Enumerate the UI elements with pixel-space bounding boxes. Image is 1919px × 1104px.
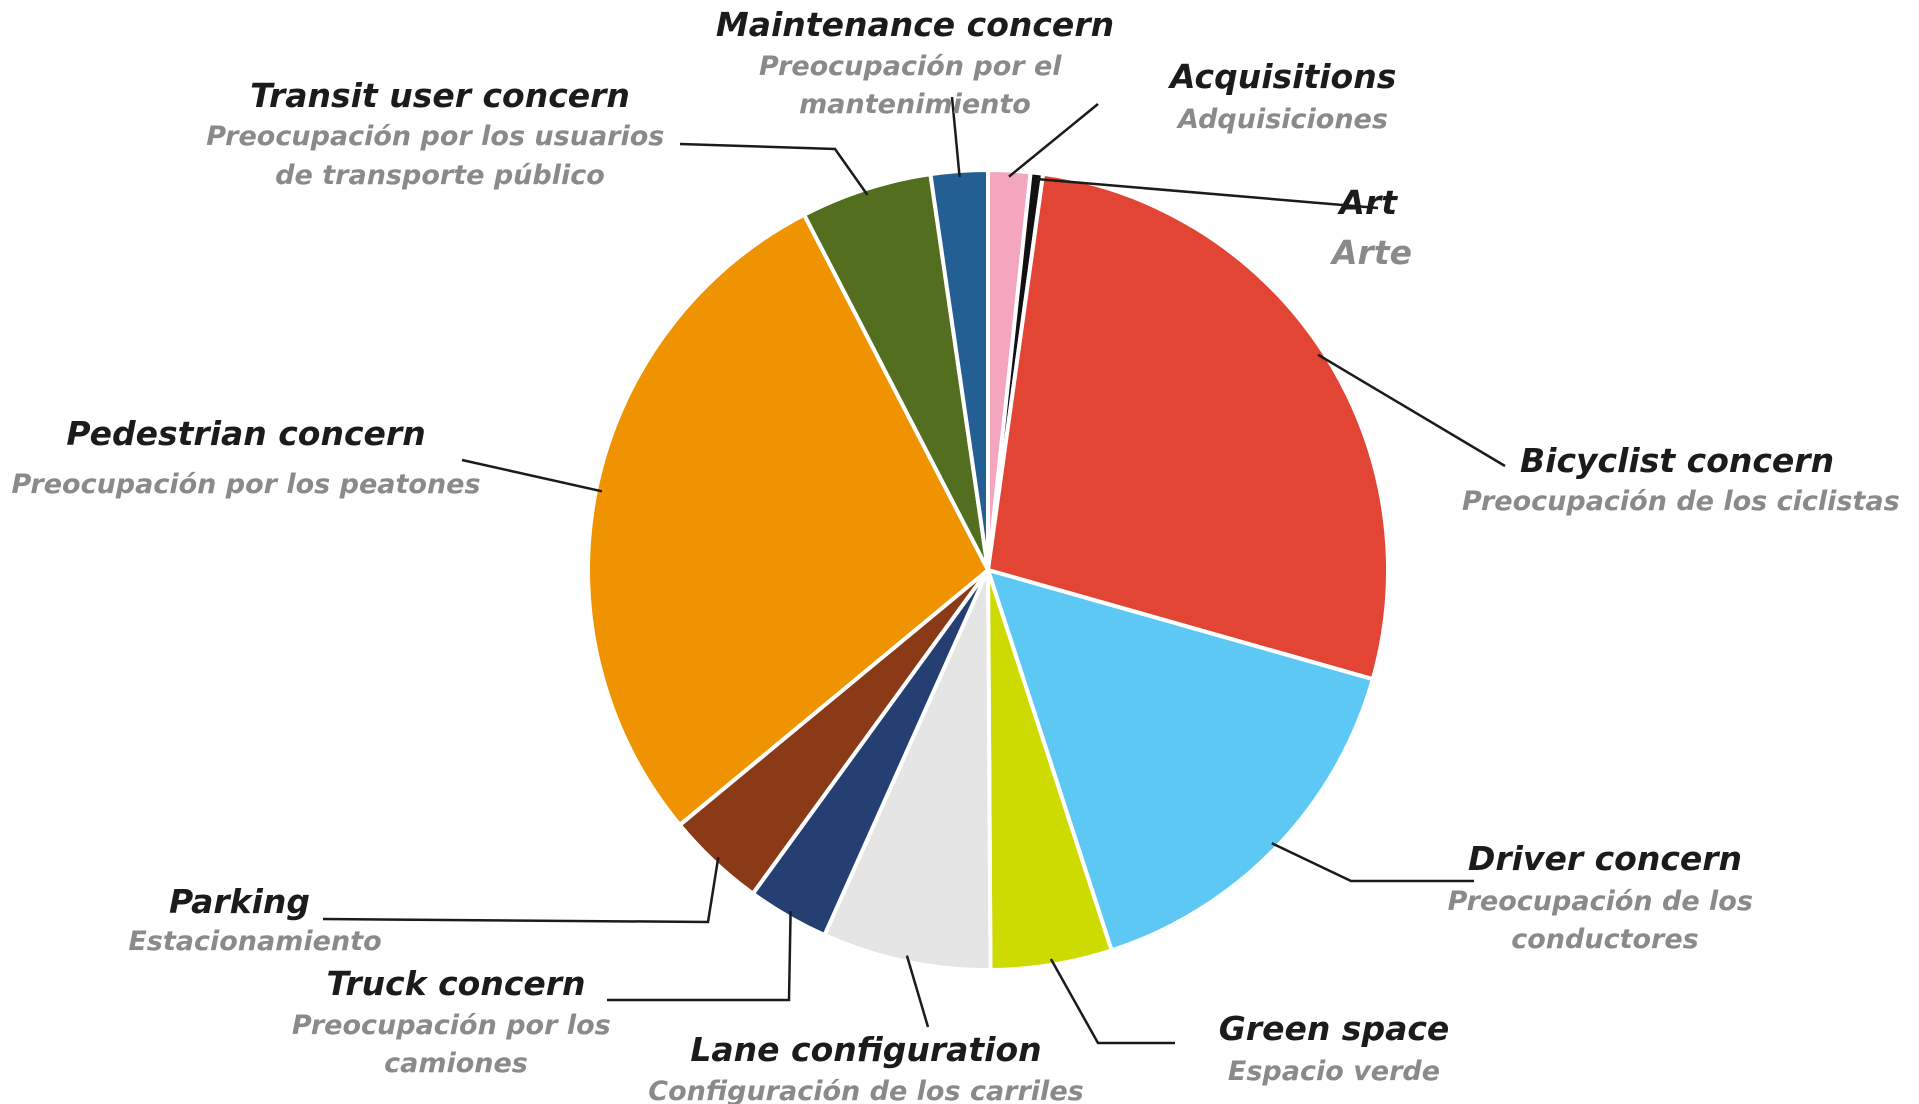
label-es-parking: Estacionamiento	[128, 926, 381, 957]
label-es-green-space: Espacio verde	[1228, 1056, 1440, 1087]
pie-slice-driver-concern	[984, 567, 1376, 953]
leader-line-pedestrian-concern	[461, 458, 603, 493]
label-bicyclist: Bicyclist concern	[1520, 441, 1834, 480]
label-es-driver: Preocupación de los conductores	[1448, 886, 1763, 955]
leader-line-truck-concern	[607, 910, 792, 1002]
pie-slices	[586, 167, 1390, 973]
label-es-bicyclist: Preocupación de los ciclistas	[1462, 486, 1900, 517]
label-art: Art	[1336, 183, 1398, 222]
leader-line-parking	[322, 857, 720, 924]
label-es-lane-configuration: Configuración de los carriles	[648, 1076, 1083, 1104]
label-green-space: Green space	[1219, 1009, 1450, 1048]
label-pedestrian: Pedestrian concern	[66, 414, 425, 453]
label-truck: Truck concern	[326, 964, 585, 1003]
label-es-art: Arte	[1329, 233, 1412, 272]
leader-line-maintenance-concern	[950, 96, 961, 178]
label-es-maintenance: Preocupación por el mantenimiento	[759, 51, 1071, 120]
label-es-acquisitions: Adquisiciones	[1176, 104, 1388, 135]
leader-line-lane-configuration	[905, 955, 930, 1028]
leader-line-transit-user-concern	[679, 142, 869, 196]
label-es-transit-user: Preocupación por los usuarios de transpo…	[206, 121, 674, 191]
label-es-pedestrian: Preocupación por los peatones	[11, 469, 480, 500]
leader-line-green-space	[1049, 958, 1175, 1045]
leader-line-driver-concern	[1271, 842, 1474, 883]
label-acquisitions: Acquisitions	[1167, 57, 1396, 96]
pie-slice-bicyclist-concern	[985, 171, 1390, 682]
label-transit-user: Transit user concern	[250, 76, 630, 115]
leader-line-acquisitions	[1008, 103, 1099, 178]
leader-lines	[322, 96, 1506, 1045]
label-maintenance: Maintenance concern	[716, 5, 1114, 44]
leader-line-bicyclist-concern	[1317, 353, 1506, 468]
label-parking: Parking	[169, 882, 310, 921]
label-driver: Driver concern	[1468, 839, 1742, 878]
slice-labels: Acquisitions Adquisiciones Art Arte Bicy…	[11, 5, 1899, 1104]
label-lane-configuration: Lane configuration	[690, 1030, 1041, 1069]
pie-slice-lane-configuration	[821, 569, 993, 972]
label-es-truck: Preocupación por los camiones	[292, 1010, 620, 1079]
leader-line-art	[1036, 177, 1379, 210]
